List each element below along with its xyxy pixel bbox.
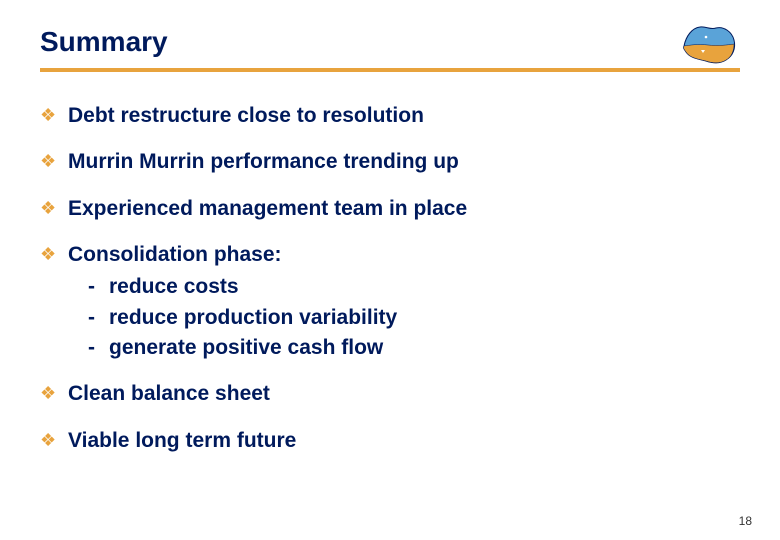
diamond-bullet-icon: ❖ (40, 384, 58, 402)
bullet-item: ❖ Murrin Murrin performance trending up (40, 148, 740, 176)
bullet-text: Viable long term future (68, 427, 296, 455)
australia-map-icon (678, 18, 740, 68)
slide-title: Summary (40, 26, 740, 58)
bullet-item: ❖ Clean balance sheet (40, 380, 740, 408)
sub-item: - generate positive cash flow (88, 334, 740, 362)
bullet-text: Debt restructure close to resolution (68, 102, 424, 130)
dash-bullet-icon: - (88, 334, 95, 362)
sub-text: reduce production variability (109, 304, 397, 332)
diamond-bullet-icon: ❖ (40, 199, 58, 217)
sub-text: generate positive cash flow (109, 334, 383, 362)
bullet-text: Clean balance sheet (68, 380, 270, 408)
sub-text: reduce costs (109, 273, 239, 301)
dash-bullet-icon: - (88, 273, 95, 301)
bullet-item: ❖ Viable long term future (40, 427, 740, 455)
sub-item: - reduce costs (88, 273, 740, 301)
diamond-bullet-icon: ❖ (40, 431, 58, 449)
diamond-bullet-icon: ❖ (40, 152, 58, 170)
bullet-text: Murrin Murrin performance trending up (68, 148, 459, 176)
bullet-text: Experienced management team in place (68, 195, 467, 223)
diamond-bullet-icon: ❖ (40, 106, 58, 124)
bullet-item: ❖ Experienced management team in place (40, 195, 740, 223)
sub-list: - reduce costs - reduce production varia… (88, 273, 740, 362)
diamond-bullet-icon: ❖ (40, 245, 58, 263)
slide-content: ❖ Debt restructure close to resolution ❖… (0, 72, 780, 455)
bullet-text: Consolidation phase: (68, 241, 282, 269)
bullet-item: ❖ Debt restructure close to resolution (40, 102, 740, 130)
sub-item: - reduce production variability (88, 304, 740, 332)
bullet-item: ❖ Consolidation phase: (40, 241, 740, 269)
slide-header: Summary (0, 0, 780, 58)
dash-bullet-icon: - (88, 304, 95, 332)
page-number: 18 (739, 514, 752, 528)
